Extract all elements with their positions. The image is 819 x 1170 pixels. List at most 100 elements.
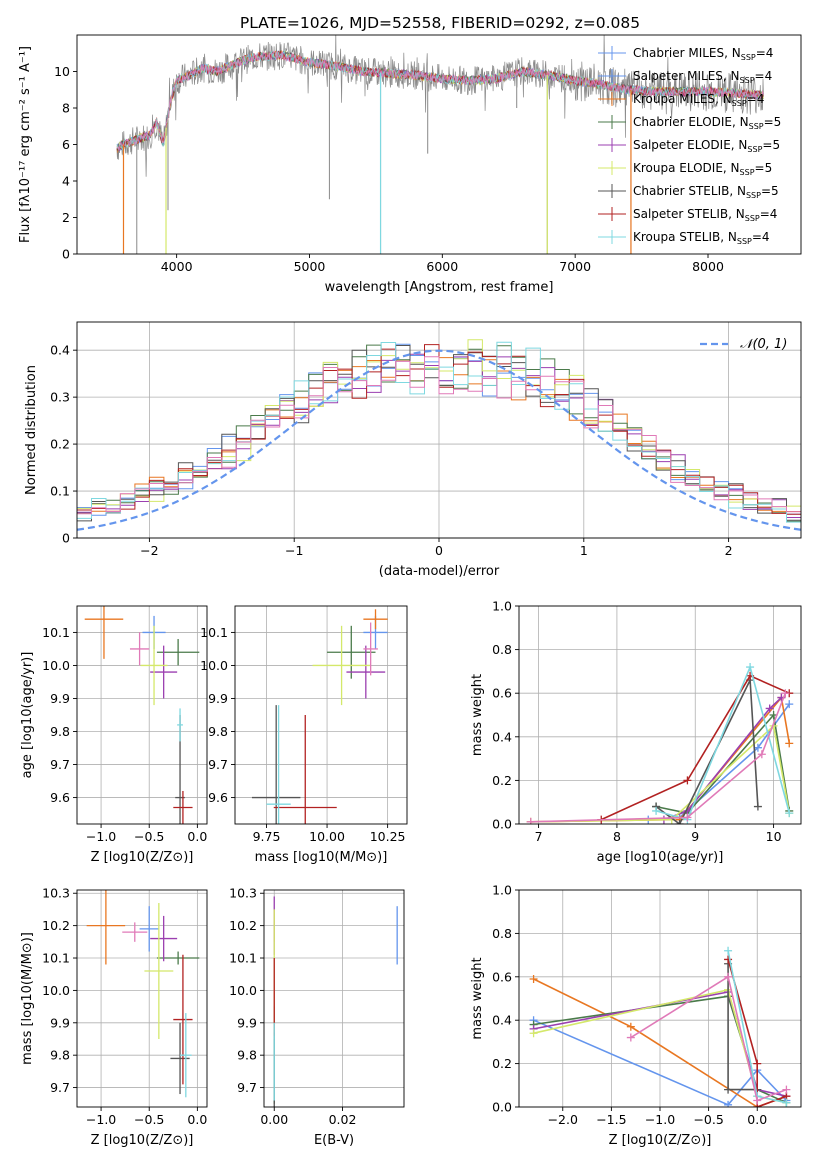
y-tick-label: 1.0 (492, 599, 512, 614)
legend-sub: SSP (740, 76, 755, 85)
y-tick-label: 10.3 (229, 886, 257, 901)
legend-eq: = (756, 46, 766, 60)
legend-nssp: , N (729, 184, 746, 198)
y-tick-label: 0.6 (492, 686, 512, 701)
y-tick-label: 10.1 (42, 625, 70, 640)
chart-age_vs_Z: −1.0 −0.5 0.0 9.6 9.7 9.8 9.9 10.0 10.1 Z [log10(… (20, 605, 208, 865)
legend-nssp: , N (720, 230, 737, 244)
weight-marker (529, 1029, 538, 1038)
y-tick-label: 9.9 (50, 691, 70, 706)
y-tick-label: 9.7 (208, 757, 228, 772)
y-tick-label: 10.2 (229, 918, 257, 933)
weight-marker (781, 689, 790, 698)
plot-area (84, 606, 200, 824)
legend-model-name: Chabrier ELODIE (633, 115, 732, 129)
weight-marker (782, 1085, 791, 1094)
weight-marker (675, 820, 684, 824)
x-tick-label: −1.0 (86, 829, 116, 844)
weight-line (727, 959, 787, 1107)
figure-title: PLATE=1026, MJD=52558, FIBERID=0292, z=0… (240, 14, 640, 32)
legend-nssp-value: 4 (762, 230, 770, 244)
plot-area (116, 35, 764, 254)
x-tick-label: 0 (435, 543, 443, 558)
y-tick-label: 9.8 (208, 724, 228, 739)
y-tick-label: 6 (62, 137, 70, 152)
residual-histogram (77, 356, 801, 515)
x-tick-label: 0.0 (747, 1112, 767, 1127)
legend-eq: = (764, 115, 774, 129)
y-tick-label: 9.9 (237, 1015, 257, 1030)
model-spectrum (116, 50, 764, 151)
y-tick-label: 0.2 (492, 773, 512, 788)
legend-model-name: Kroupa ELODIE (633, 161, 723, 175)
y-axis-label: mass weight (470, 674, 485, 756)
x-tick-label: 0.02 (329, 1112, 357, 1127)
legend-nssp-value: 4 (757, 92, 765, 106)
legend-eq: = (747, 92, 757, 106)
y-tick-label: 0.4 (492, 729, 512, 744)
chart-residuals: −2 −1 0 1 2 0 0.1 0.2 0.3 0.4 𝒩(0, 1) (data-model)/… (24, 321, 802, 579)
plot-area (526, 663, 794, 824)
legend-model-name: Chabrier STELIB (633, 184, 729, 198)
y-tick-label: 10.1 (42, 951, 70, 966)
legend-eq: = (752, 230, 762, 244)
x-axis-label: (data-model)/error (379, 564, 500, 579)
x-axis-label: Z [log10(Z/Z⊙)] (91, 1133, 194, 1148)
y-tick-label: 8 (62, 101, 70, 116)
x-tick-label: −1.0 (645, 1112, 675, 1127)
weight-marker (626, 1022, 635, 1031)
legend-sub: SSP (740, 168, 755, 177)
y-tick-label: 0.2 (492, 1056, 512, 1071)
x-tick-label: 2 (725, 543, 733, 558)
weight-marker (724, 955, 733, 964)
legend-nssp-value: 5 (772, 138, 780, 152)
chart-weight_vs_age: 7 8 9 10 0.0 0.2 0.4 0.6 0.8 1.0 age [log10(age/yr… (470, 599, 802, 865)
x-tick-label: 0.0 (187, 1112, 207, 1127)
legend-nssp: , N (715, 92, 732, 106)
y-tick-label: 0.4 (492, 1013, 512, 1028)
plot-area (251, 609, 388, 824)
weight-line (655, 713, 791, 814)
weight-marker (724, 946, 733, 955)
legend-sub: SSP (746, 191, 761, 200)
x-tick-label: 8000 (692, 259, 724, 274)
legend-eq: = (761, 184, 771, 198)
plot-area (273, 896, 398, 1107)
y-tick-label: 10.0 (42, 983, 70, 998)
axes-frame (518, 605, 802, 825)
weight-marker (724, 972, 733, 981)
legend-sub: SSP (732, 99, 747, 108)
y-axis-label: Normed distribution (24, 365, 39, 495)
y-tick-label: 0.4 (50, 343, 70, 358)
weight-marker (683, 776, 692, 785)
axes-frame (76, 321, 802, 539)
y-tick-label: 10.0 (42, 658, 70, 673)
weight-marker (765, 704, 774, 713)
x-tick-label: 10.25 (370, 829, 406, 844)
legend-model-name: Salpeter ELODIE (633, 138, 731, 152)
plot-area (529, 946, 791, 1107)
weight-line (530, 695, 791, 823)
legend-label: Kroupa ELODIE, NSSP=5 (633, 161, 772, 177)
legend-model-name: Kroupa MILES (633, 92, 715, 106)
y-tick-label: 9.8 (50, 724, 70, 739)
x-tick-label: 1 (580, 543, 588, 558)
weight-marker (652, 806, 661, 815)
y-tick-label: 2 (62, 210, 70, 225)
weight-marker (785, 700, 794, 709)
legend-nssp: , N (732, 115, 749, 129)
y-tick-label: 10.2 (42, 918, 70, 933)
legend-nssp: , N (724, 46, 741, 60)
y-tick-label: 9.7 (237, 1080, 257, 1095)
weight-marker (753, 1096, 762, 1105)
legend-sub: SSP (747, 145, 762, 154)
legend-model-name: Kroupa STELIB (633, 230, 720, 244)
legend-eq: = (755, 69, 765, 83)
legend-sub: SSP (745, 214, 760, 223)
x-tick-label: 10.00 (309, 829, 345, 844)
weight-line (600, 674, 790, 821)
y-tick-label: 10.1 (229, 951, 257, 966)
y-tick-label: 9.7 (50, 757, 70, 772)
